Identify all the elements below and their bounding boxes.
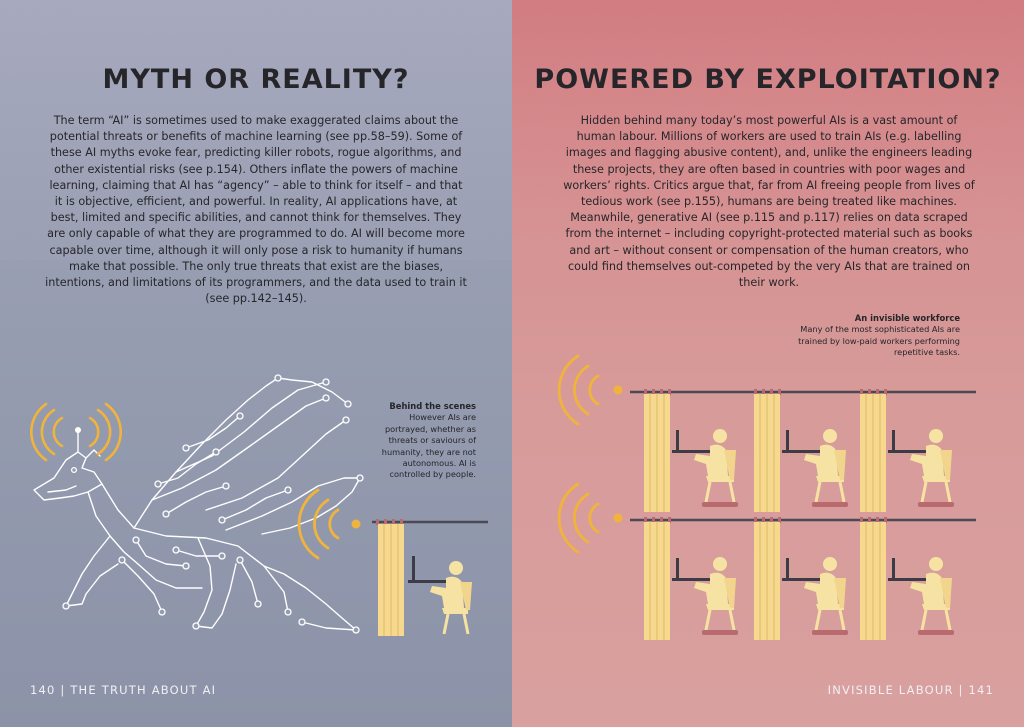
texture-overlay: [0, 0, 512, 260]
workforce-illustration: [557, 354, 976, 642]
body-text: The term “AI” is sometimes used to make …: [45, 114, 467, 306]
caption-title: Behind the scenes: [389, 401, 476, 411]
caption-title: An invisible workforce: [854, 313, 960, 323]
left-page: MYTH OR REALITY? The term “AI” is someti…: [0, 0, 512, 727]
seated-worker-at-computer-icon: [408, 556, 472, 635]
caption-text: However AIs are portrayed, whether as th…: [381, 412, 476, 480]
body-text: Hidden behind many today’s most powerful…: [563, 114, 975, 290]
signal-waves-icon: [297, 488, 361, 560]
page-folio: INVISIBLE LABOUR | 141: [827, 683, 994, 697]
caption: Behind the scenes However AIs are portra…: [372, 401, 476, 481]
worker-cubicle: [372, 519, 488, 636]
signal-waves-icon: [29, 402, 123, 462]
texture-overlay: [512, 0, 1024, 260]
page-folio: 140 | THE TRUTH ABOUT AI: [30, 683, 217, 697]
caption-text: Many of the most sophisticated AIs are t…: [798, 324, 960, 358]
caption: An invisible workforce Many of the most …: [770, 313, 960, 359]
circuit-dragon-icon: [33, 374, 364, 634]
page-title: MYTH OR REALITY?: [102, 64, 410, 95]
right-page: POWERED BY EXPLOITATION? Hidden behind m…: [512, 0, 1024, 727]
page-title: POWERED BY EXPLOITATION?: [534, 64, 1002, 95]
